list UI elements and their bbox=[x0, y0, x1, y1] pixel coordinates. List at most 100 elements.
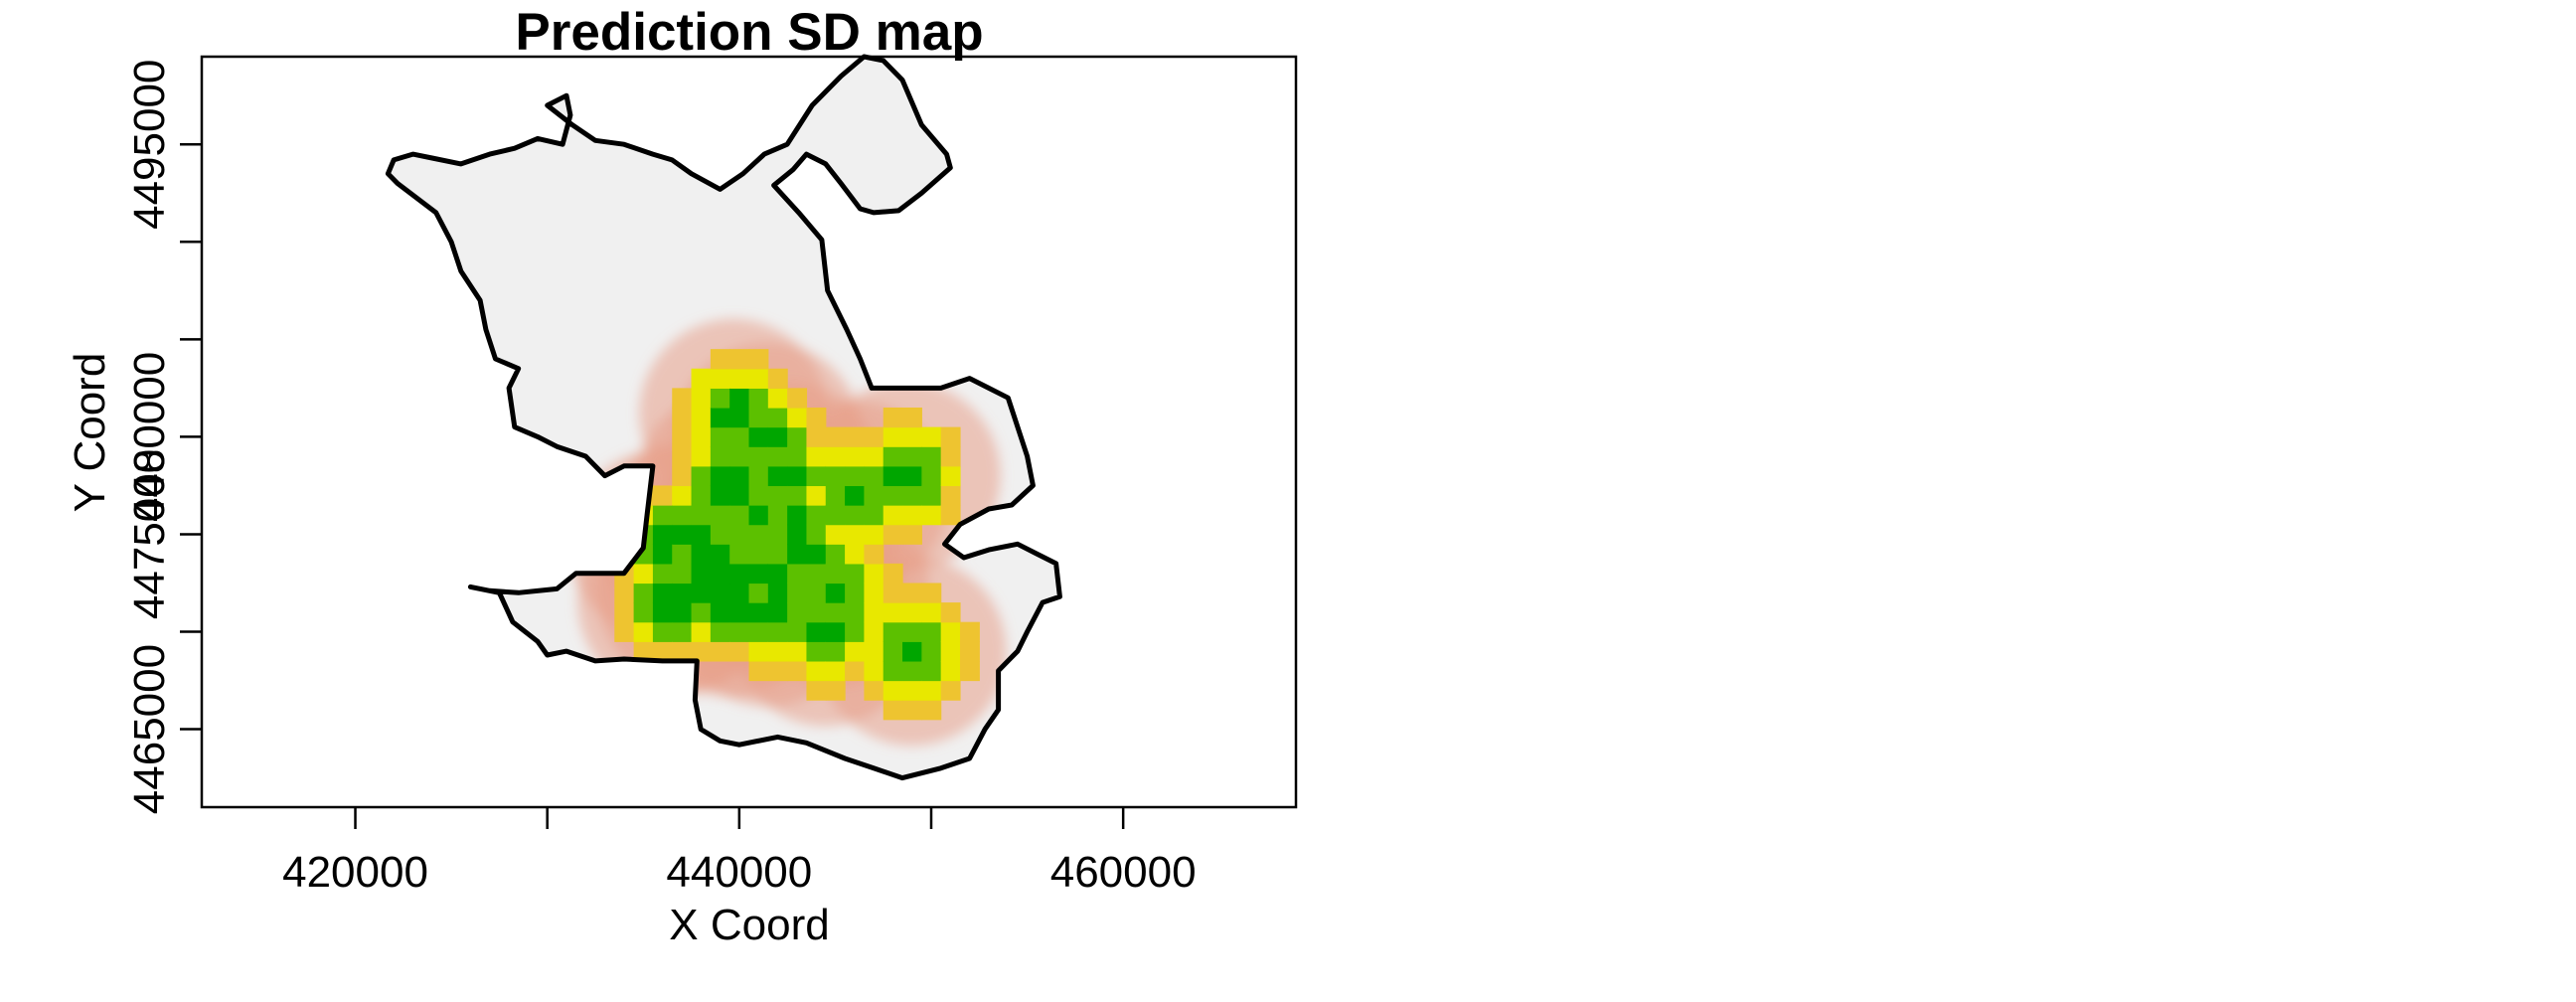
heat-cell bbox=[883, 446, 903, 467]
heat-cell bbox=[748, 446, 769, 467]
heat-cell bbox=[748, 485, 769, 506]
heat-cell bbox=[902, 426, 922, 447]
x-tick-label-0: 420000 bbox=[282, 848, 428, 897]
y-tick-label-3: 4480000 bbox=[125, 352, 174, 522]
heat-cell bbox=[921, 446, 942, 467]
heat-cell bbox=[691, 446, 712, 467]
heat-cell bbox=[767, 563, 788, 584]
heat-cell bbox=[652, 583, 673, 603]
heat-cell bbox=[825, 485, 846, 506]
heat-cell bbox=[845, 505, 865, 526]
heat-cell bbox=[729, 446, 750, 467]
heat-cell bbox=[652, 641, 673, 662]
heat-cell bbox=[767, 602, 788, 623]
heat-cell bbox=[748, 602, 769, 623]
heat-cell bbox=[940, 660, 961, 682]
heat-cell bbox=[845, 426, 865, 447]
heat-cell bbox=[921, 465, 942, 487]
heat-cell bbox=[710, 544, 730, 565]
heat-cell bbox=[825, 426, 846, 447]
heat-cell bbox=[767, 505, 788, 526]
heat-cell bbox=[691, 426, 712, 447]
heat-cell bbox=[729, 563, 750, 584]
heat-cell bbox=[767, 524, 788, 545]
heat-cell bbox=[594, 544, 615, 565]
heat-cell bbox=[883, 602, 903, 623]
heat-cell bbox=[825, 563, 846, 584]
plot-frame bbox=[200, 55, 1298, 809]
chart-title: Prediction SD map bbox=[515, 3, 983, 62]
heat-cell bbox=[845, 465, 865, 487]
heat-cell bbox=[767, 388, 788, 409]
heat-cell bbox=[633, 505, 654, 526]
heat-cell bbox=[864, 544, 885, 565]
region-boundary bbox=[385, 54, 1062, 781]
heat-cell bbox=[883, 680, 903, 701]
heat-cell bbox=[825, 641, 846, 662]
heat-cell bbox=[710, 426, 730, 447]
heat-cell bbox=[883, 641, 903, 662]
heat-cell bbox=[729, 602, 750, 623]
heat-cell bbox=[959, 660, 980, 682]
heat-cell bbox=[864, 680, 885, 701]
heat-cell bbox=[729, 505, 750, 526]
heat-cell bbox=[806, 446, 827, 467]
heat-cell bbox=[691, 621, 712, 642]
heat-cell bbox=[921, 602, 942, 623]
heat-cell bbox=[787, 407, 808, 428]
heat-cell bbox=[787, 641, 808, 662]
heat-cell bbox=[672, 621, 693, 642]
heat-cell bbox=[864, 563, 885, 584]
heat-cell bbox=[710, 524, 730, 545]
heat-cell bbox=[672, 388, 693, 409]
heat-cell bbox=[691, 641, 712, 662]
heat-cell bbox=[691, 485, 712, 506]
heat-cell bbox=[672, 407, 693, 428]
heat-cell bbox=[825, 505, 846, 526]
heat-cell bbox=[940, 602, 961, 623]
heat-cell bbox=[729, 465, 750, 487]
heat-cell bbox=[729, 583, 750, 603]
heat-cell bbox=[633, 621, 654, 642]
heat-cell bbox=[767, 368, 788, 389]
heat-cell bbox=[614, 621, 635, 642]
heat-cell bbox=[825, 524, 846, 545]
heat-cell bbox=[614, 505, 635, 526]
heat-cell bbox=[633, 583, 654, 603]
heat-cell bbox=[825, 544, 846, 565]
heat-cell bbox=[672, 485, 693, 506]
heat-cell bbox=[883, 524, 903, 545]
heat-cell bbox=[748, 641, 769, 662]
heat-cell bbox=[633, 641, 654, 662]
heat-cell bbox=[845, 660, 865, 682]
heat-cell bbox=[691, 583, 712, 603]
heat-cell bbox=[787, 485, 808, 506]
heat-cell bbox=[845, 446, 865, 467]
heat-cell bbox=[921, 641, 942, 662]
heat-cell bbox=[864, 641, 885, 662]
heat-cell bbox=[710, 388, 730, 409]
heat-cell bbox=[767, 407, 788, 428]
heat-cell bbox=[729, 388, 750, 409]
heat-cell bbox=[806, 407, 827, 428]
heat-cell bbox=[767, 660, 788, 682]
heat-cell bbox=[940, 641, 961, 662]
heat-cell bbox=[902, 583, 922, 603]
heat-cell bbox=[825, 465, 846, 487]
heat-cell bbox=[748, 660, 769, 682]
heat-cell bbox=[883, 660, 903, 682]
heat-cell bbox=[748, 426, 769, 447]
heat-cell bbox=[710, 505, 730, 526]
heat-cell bbox=[825, 660, 846, 682]
heat-cell bbox=[748, 407, 769, 428]
heat-cell bbox=[787, 465, 808, 487]
x-axis: 420000 440000 460000 bbox=[282, 807, 1197, 897]
y-axis-label: Y Coord bbox=[66, 353, 114, 513]
heat-cell bbox=[806, 602, 827, 623]
heat-cell bbox=[883, 621, 903, 642]
heat-cell bbox=[845, 583, 865, 603]
heat-cell bbox=[940, 485, 961, 506]
heat-cell bbox=[845, 641, 865, 662]
heat-cell bbox=[845, 524, 865, 545]
heat-cell bbox=[787, 563, 808, 584]
